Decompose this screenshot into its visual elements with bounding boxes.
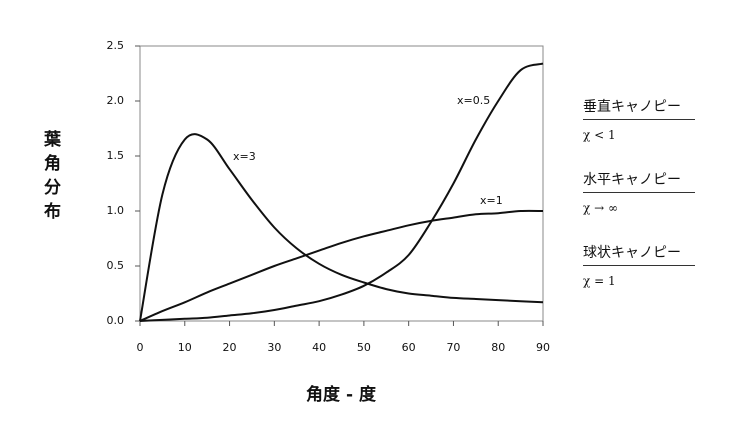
- curve-label: x=1: [480, 194, 503, 207]
- y-tick-label: 1.0: [107, 204, 125, 217]
- y-tick-label: 2.0: [107, 94, 125, 107]
- y-tick-label: 0.5: [107, 259, 125, 272]
- curve: [139, 133, 544, 322]
- canopy-title: 水平キャノピー: [583, 169, 695, 193]
- x-tick-label: 20: [223, 341, 237, 354]
- x-tick-label: 80: [491, 341, 505, 354]
- canopy-title: 垂直キャノピー: [583, 96, 695, 120]
- x-axis-label: 角度 - 度: [306, 385, 376, 405]
- legend-item: 垂直キャノピー χ < 1: [583, 96, 695, 142]
- canopy-formula: χ → ∞: [583, 201, 618, 215]
- curve: [139, 62, 544, 322]
- legend-item: 球状キャノピー χ = 1: [583, 242, 695, 288]
- curve-label: x=0.5: [457, 94, 490, 107]
- legend-item: 水平キャノピー χ → ∞: [583, 169, 695, 215]
- y-tick-label: 2.5: [107, 39, 125, 52]
- x-tick-label: 90: [536, 341, 550, 354]
- curve-label: x=3: [233, 150, 256, 163]
- canopy-formula: χ = 1: [583, 274, 616, 288]
- curve: [139, 209, 544, 322]
- canopy-title: 球状キャノピー: [583, 242, 695, 266]
- x-tick-label: 40: [312, 341, 326, 354]
- x-tick-label: 30: [267, 341, 281, 354]
- x-tick-label: 50: [357, 341, 371, 354]
- y-axis-label: 葉角分布: [40, 130, 60, 226]
- y-tick-label: 1.5: [107, 149, 125, 162]
- canopy-formula: χ < 1: [583, 128, 616, 142]
- plot-frame: [139, 45, 544, 322]
- x-tick-label: 70: [446, 341, 460, 354]
- x-tick-label: 0: [137, 341, 144, 354]
- x-tick-label: 60: [402, 341, 416, 354]
- x-tick-label: 10: [178, 341, 192, 354]
- y-tick-label: 0.0: [107, 314, 125, 327]
